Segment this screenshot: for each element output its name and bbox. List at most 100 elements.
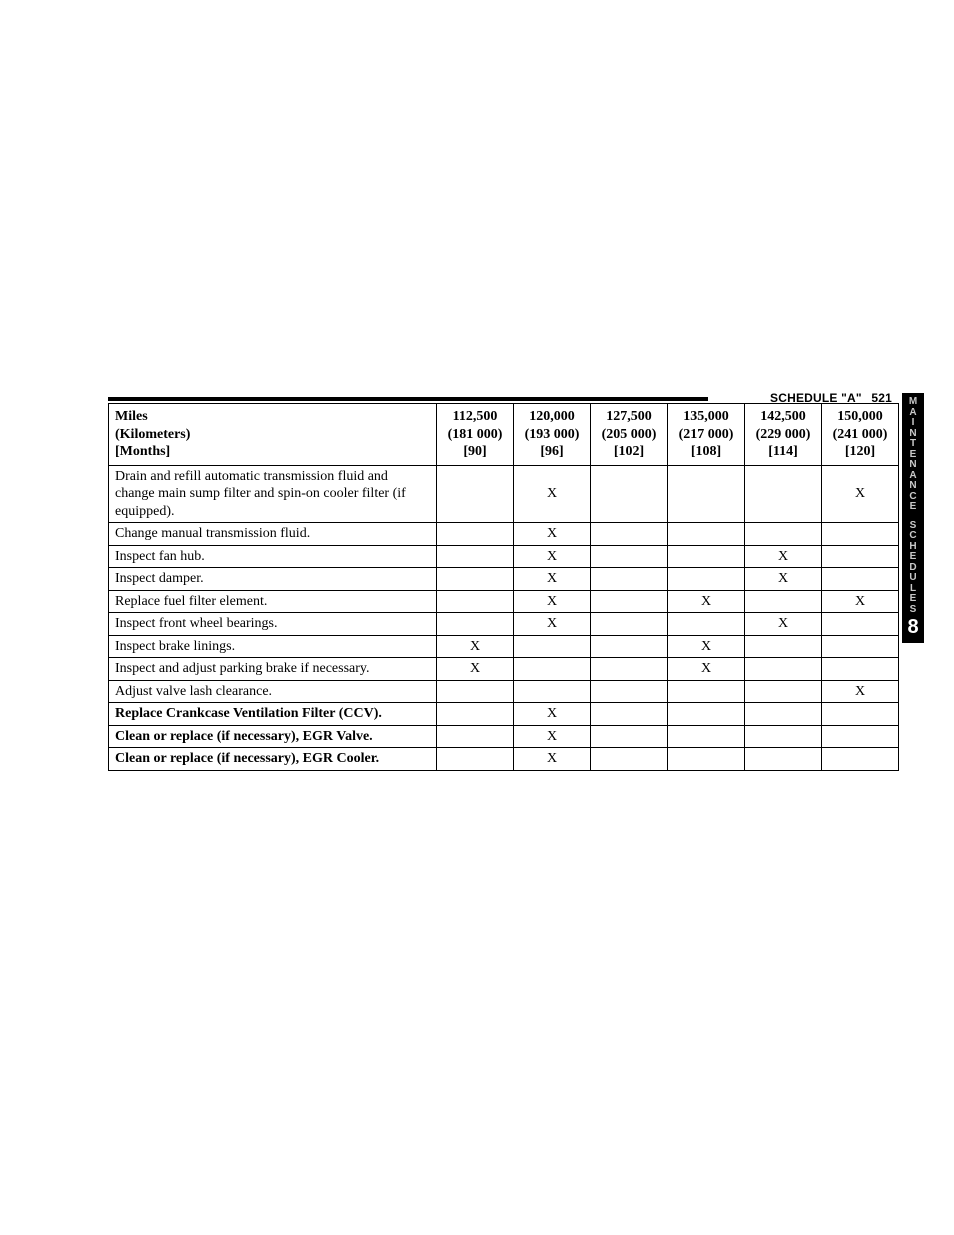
maintenance-table: Miles (Kilometers) [Months] 112,500 (181… [108,403,899,771]
side-tab-letter: N [902,460,924,471]
check-cell [668,523,745,546]
check-cell [514,680,591,703]
check-cell: X [514,545,591,568]
task-cell: Change manual transmission fluid. [109,523,437,546]
col-miles: 120,000 [520,408,584,426]
check-cell [437,748,514,771]
check-cell [591,725,668,748]
content-area: SCHEDULE "A" 521 Miles (Kilometers) [Mon… [108,395,898,771]
check-cell [437,703,514,726]
side-tab-letter: E [902,594,924,605]
col-months: [96] [520,443,584,461]
check-cell: X [514,725,591,748]
check-cell [668,680,745,703]
check-cell [822,635,899,658]
col-miles: 112,500 [443,408,507,426]
task-cell: Adjust valve lash clearance. [109,680,437,703]
check-cell [437,590,514,613]
check-cell [745,725,822,748]
check-cell [591,613,668,636]
page-number: 521 [871,391,892,405]
check-cell [668,748,745,771]
col-kms: (193 000) [520,426,584,444]
check-cell [591,748,668,771]
check-cell [745,658,822,681]
task-cell: Inspect damper. [109,568,437,591]
header-rule: SCHEDULE "A" 521 [108,395,898,401]
table-row: Inspect and adjust parking brake if nece… [109,658,899,681]
col-header: 142,500 (229 000) [114] [745,404,822,466]
check-cell: X [514,613,591,636]
col-months: [120] [828,443,892,461]
check-cell [745,523,822,546]
check-cell: X [745,568,822,591]
check-cell [668,568,745,591]
table-row: Inspect front wheel bearings.XX [109,613,899,636]
table-body: Drain and refill automatic transmission … [109,465,899,770]
col-months: [114] [751,443,815,461]
side-tab-letter: U [902,573,924,584]
check-cell: X [745,613,822,636]
table-row: Replace Crankcase Ventilation Filter (CC… [109,703,899,726]
check-cell [745,635,822,658]
check-cell: X [514,523,591,546]
miles-label: Miles [115,408,430,426]
check-cell [591,703,668,726]
check-cell [437,568,514,591]
check-cell [668,725,745,748]
check-cell [745,680,822,703]
col-months: [90] [443,443,507,461]
kilometers-label: (Kilometers) [115,426,430,444]
check-cell [437,523,514,546]
table-row: Inspect brake linings.XX [109,635,899,658]
side-tab-letter: E [902,502,924,513]
col-miles: 150,000 [828,408,892,426]
check-cell [822,703,899,726]
table-row: Inspect fan hub.XX [109,545,899,568]
check-cell [745,590,822,613]
table-row: Clean or replace (if necessary), EGR Val… [109,725,899,748]
check-cell: X [668,658,745,681]
task-cell: Inspect fan hub. [109,545,437,568]
check-cell: X [822,465,899,523]
check-cell [822,523,899,546]
check-cell [514,658,591,681]
check-cell [745,748,822,771]
table-row: Replace fuel filter element.XXX [109,590,899,613]
side-tab-letter: M [902,397,924,408]
check-cell [591,465,668,523]
side-tab-letter: T [902,439,924,450]
col-months: [102] [597,443,661,461]
check-cell: X [822,590,899,613]
check-cell [591,680,668,703]
side-tab-letter: I [902,418,924,429]
task-cell: Inspect and adjust parking brake if nece… [109,658,437,681]
header-label: SCHEDULE "A" 521 [770,391,892,405]
check-cell: X [437,658,514,681]
col-miles: 127,500 [597,408,661,426]
col-kms: (205 000) [597,426,661,444]
col-header: 112,500 (181 000) [90] [437,404,514,466]
check-cell [437,725,514,748]
check-cell [591,658,668,681]
table-row: Drain and refill automatic transmission … [109,465,899,523]
side-tab-line2: SCHEDULES [902,521,924,616]
check-cell [668,703,745,726]
side-tab-letter: C [902,531,924,542]
check-cell [745,703,822,726]
months-label: [Months] [115,443,430,461]
check-cell [437,613,514,636]
check-cell [591,590,668,613]
check-cell: X [514,590,591,613]
side-tab-letter: S [902,605,924,616]
col-miles: 142,500 [751,408,815,426]
col-miles: 135,000 [674,408,738,426]
check-cell [668,545,745,568]
check-cell [591,523,668,546]
check-cell: X [668,635,745,658]
check-cell [437,545,514,568]
task-cell: Replace fuel filter element. [109,590,437,613]
check-cell [668,465,745,523]
check-cell [514,635,591,658]
check-cell [437,465,514,523]
